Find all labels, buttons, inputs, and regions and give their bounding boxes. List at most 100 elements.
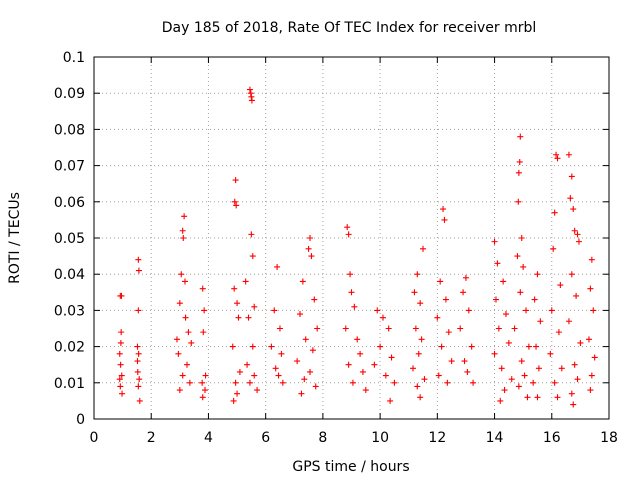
- data-point: [199, 379, 206, 386]
- data-point: [345, 231, 352, 238]
- data-point: [117, 383, 124, 390]
- y-tick-label: 0.07: [54, 159, 85, 175]
- data-point: [118, 292, 125, 299]
- y-tick-label: 0.05: [54, 231, 85, 247]
- data-point: [515, 198, 522, 205]
- data-point: [574, 231, 581, 238]
- data-point: [377, 343, 384, 350]
- data-point: [520, 263, 527, 270]
- data-point: [387, 397, 394, 404]
- data-point: [511, 325, 518, 332]
- data-point: [186, 379, 193, 386]
- data-point: [460, 289, 467, 296]
- data-point: [521, 372, 528, 379]
- data-point: [591, 354, 598, 361]
- data-point: [437, 278, 444, 285]
- data-point: [232, 177, 239, 184]
- data-point: [236, 368, 243, 375]
- data-point: [354, 336, 361, 343]
- data-point: [421, 376, 428, 383]
- y-axis-label: ROTI / TECUs: [7, 192, 23, 284]
- data-point: [553, 151, 560, 158]
- data-point: [179, 227, 186, 234]
- data-point: [134, 343, 141, 350]
- data-point: [134, 368, 141, 375]
- data-point: [307, 235, 314, 241]
- data-point: [118, 329, 125, 336]
- data-point: [410, 365, 417, 372]
- data-point: [534, 271, 541, 278]
- data-point: [182, 314, 189, 321]
- data-point: [420, 245, 427, 252]
- data-point: [180, 235, 187, 241]
- data-point: [231, 285, 238, 292]
- x-tick-label: 2: [147, 430, 156, 446]
- data-point: [308, 253, 315, 260]
- data-point: [294, 358, 301, 365]
- data-point: [574, 376, 581, 383]
- data-point: [202, 372, 209, 379]
- data-point: [251, 303, 258, 310]
- data-point: [374, 307, 381, 314]
- data-point: [571, 361, 578, 368]
- data-point: [495, 325, 502, 332]
- data-point: [235, 314, 242, 321]
- data-point: [468, 343, 475, 350]
- data-point: [357, 350, 364, 357]
- data-point: [117, 361, 124, 368]
- data-point: [417, 394, 424, 401]
- data-point: [135, 350, 142, 357]
- data-point: [577, 339, 584, 346]
- data-point: [388, 354, 395, 361]
- data-point: [119, 390, 126, 397]
- data-point: [530, 379, 537, 386]
- data-point: [491, 350, 498, 357]
- data-point: [134, 358, 141, 365]
- data-point: [175, 350, 182, 357]
- data-point: [461, 358, 468, 365]
- data-point: [548, 307, 555, 314]
- x-tick-label: 6: [261, 430, 270, 446]
- data-point: [568, 173, 575, 180]
- data-point: [178, 271, 185, 278]
- data-point: [434, 314, 441, 321]
- data-point: [271, 307, 278, 314]
- data-point: [136, 376, 143, 383]
- y-tick-label: 0.01: [54, 376, 85, 392]
- data-point: [200, 329, 207, 336]
- plot-frame: [93, 56, 610, 420]
- x-tick-label: 4: [204, 430, 213, 446]
- data-point: [305, 245, 312, 252]
- data-point: [588, 372, 595, 379]
- data-point: [230, 397, 237, 404]
- data-point: [201, 307, 208, 314]
- data-point: [533, 343, 540, 350]
- data-point: [457, 325, 464, 332]
- data-point: [440, 206, 447, 213]
- data-point: [179, 372, 186, 379]
- data-point: [344, 224, 351, 231]
- data-point: [234, 300, 241, 307]
- data-point: [497, 397, 504, 404]
- data-point: [347, 271, 354, 278]
- data-point: [414, 383, 421, 390]
- data-point: [464, 368, 471, 375]
- data-point: [232, 379, 239, 386]
- data-point: [587, 285, 594, 292]
- data-point: [299, 278, 306, 285]
- data-point: [176, 300, 183, 307]
- data-point: [554, 394, 561, 401]
- data-point: [534, 394, 541, 401]
- data-point: [116, 376, 123, 383]
- data-point: [438, 343, 445, 350]
- data-point: [302, 336, 309, 343]
- data-point: [442, 296, 449, 303]
- data-point: [444, 379, 451, 386]
- data-point: [135, 307, 142, 314]
- data-point: [311, 296, 318, 303]
- data-point: [441, 216, 448, 223]
- data-point: [590, 307, 597, 314]
- data-point: [568, 271, 575, 278]
- data-point: [301, 376, 308, 383]
- data-point: [537, 318, 544, 325]
